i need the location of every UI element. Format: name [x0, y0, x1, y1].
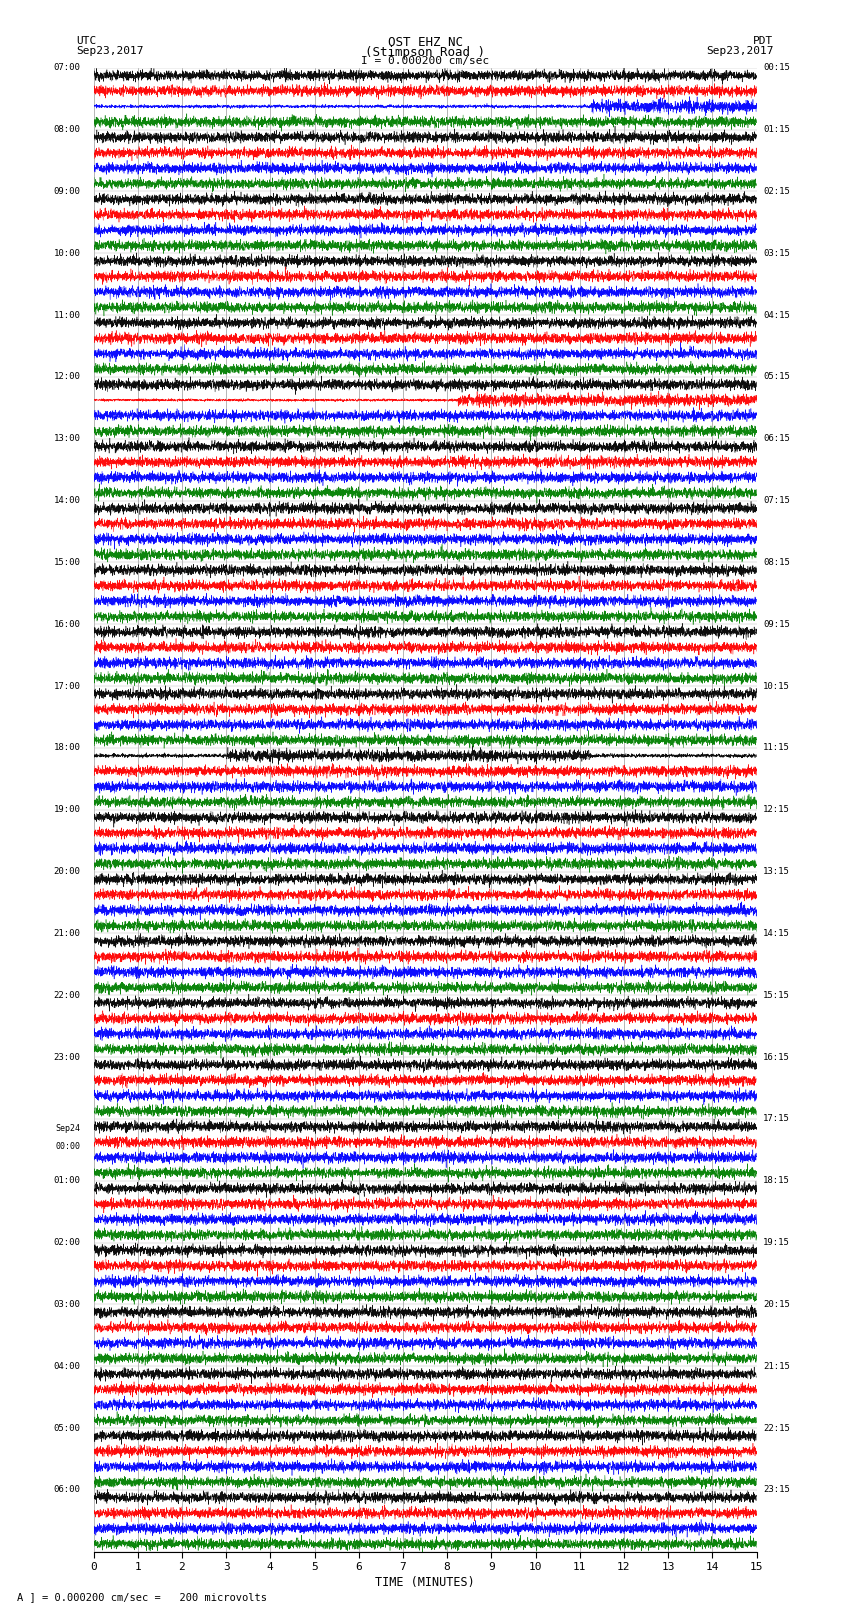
- Text: 18:15: 18:15: [763, 1176, 790, 1186]
- Text: 16:15: 16:15: [763, 1053, 790, 1061]
- Text: 21:00: 21:00: [54, 929, 80, 937]
- Text: 07:00: 07:00: [54, 63, 80, 73]
- Text: 19:00: 19:00: [54, 805, 80, 815]
- Text: OST EHZ NC: OST EHZ NC: [388, 37, 462, 50]
- Text: 13:00: 13:00: [54, 434, 80, 444]
- Text: Sep23,2017: Sep23,2017: [706, 45, 774, 56]
- Text: 21:15: 21:15: [763, 1361, 790, 1371]
- Text: 20:15: 20:15: [763, 1300, 790, 1308]
- Text: 18:00: 18:00: [54, 744, 80, 752]
- Text: 06:15: 06:15: [763, 434, 790, 444]
- Text: 16:00: 16:00: [54, 619, 80, 629]
- Text: 01:00: 01:00: [54, 1176, 80, 1186]
- Text: 10:00: 10:00: [54, 248, 80, 258]
- Text: 00:15: 00:15: [763, 63, 790, 73]
- Text: 01:15: 01:15: [763, 126, 790, 134]
- Text: 08:00: 08:00: [54, 126, 80, 134]
- Text: 15:15: 15:15: [763, 990, 790, 1000]
- Text: 09:15: 09:15: [763, 619, 790, 629]
- Text: 04:00: 04:00: [54, 1361, 80, 1371]
- Text: 07:15: 07:15: [763, 497, 790, 505]
- Text: Sep23,2017: Sep23,2017: [76, 45, 144, 56]
- Text: UTC: UTC: [76, 37, 97, 47]
- Text: PDT: PDT: [753, 37, 774, 47]
- Text: 14:00: 14:00: [54, 497, 80, 505]
- Text: 02:00: 02:00: [54, 1239, 80, 1247]
- Text: 22:00: 22:00: [54, 990, 80, 1000]
- X-axis label: TIME (MINUTES): TIME (MINUTES): [375, 1576, 475, 1589]
- Text: 00:00: 00:00: [55, 1142, 80, 1152]
- Text: 11:15: 11:15: [763, 744, 790, 752]
- Text: 19:15: 19:15: [763, 1239, 790, 1247]
- Text: 03:00: 03:00: [54, 1300, 80, 1308]
- Text: 12:00: 12:00: [54, 373, 80, 381]
- Text: 08:15: 08:15: [763, 558, 790, 566]
- Text: 05:00: 05:00: [54, 1424, 80, 1432]
- Text: 17:00: 17:00: [54, 682, 80, 690]
- Text: 04:15: 04:15: [763, 311, 790, 319]
- Text: 09:00: 09:00: [54, 187, 80, 195]
- Text: 12:15: 12:15: [763, 805, 790, 815]
- Text: I = 0.000200 cm/sec: I = 0.000200 cm/sec: [361, 56, 489, 66]
- Text: 20:00: 20:00: [54, 868, 80, 876]
- Text: 06:00: 06:00: [54, 1486, 80, 1494]
- Text: 23:15: 23:15: [763, 1486, 790, 1494]
- Text: 03:15: 03:15: [763, 248, 790, 258]
- Text: 22:15: 22:15: [763, 1424, 790, 1432]
- Text: A ] = 0.000200 cm/sec =   200 microvolts: A ] = 0.000200 cm/sec = 200 microvolts: [17, 1592, 267, 1602]
- Text: 02:15: 02:15: [763, 187, 790, 195]
- Text: 15:00: 15:00: [54, 558, 80, 566]
- Text: Sep24: Sep24: [55, 1124, 80, 1132]
- Text: 10:15: 10:15: [763, 682, 790, 690]
- Text: (Stimpson Road ): (Stimpson Road ): [365, 45, 485, 60]
- Text: 17:15: 17:15: [763, 1115, 790, 1123]
- Text: 11:00: 11:00: [54, 311, 80, 319]
- Text: 14:15: 14:15: [763, 929, 790, 937]
- Text: 23:00: 23:00: [54, 1053, 80, 1061]
- Text: 13:15: 13:15: [763, 868, 790, 876]
- Text: 05:15: 05:15: [763, 373, 790, 381]
